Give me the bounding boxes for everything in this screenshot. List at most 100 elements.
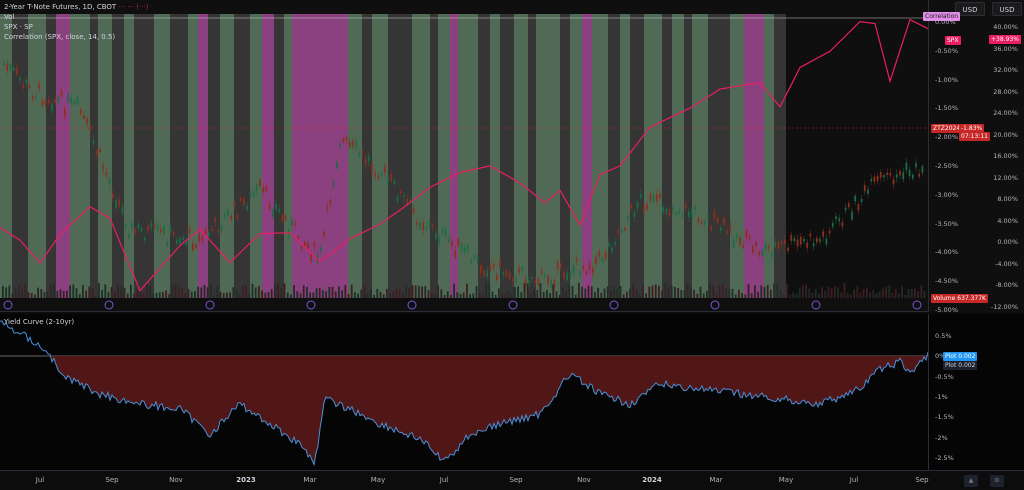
volume-bar (328, 286, 331, 298)
candle-body (518, 267, 521, 273)
candle-body (377, 176, 380, 179)
candle-body (796, 239, 799, 247)
candle-body (35, 95, 37, 99)
candle-body (332, 182, 335, 186)
symbol-title[interactable]: 2-Year T-Note Futures, 1D, CBOT (4, 3, 117, 11)
legend-spx[interactable]: SPX · SP (4, 23, 33, 31)
volume-bar (18, 286, 20, 298)
correlation-band (458, 14, 478, 298)
volume-bar (827, 286, 830, 298)
candle-body (710, 225, 713, 231)
correlation-band (582, 14, 592, 298)
correlation-band (372, 14, 388, 298)
yield-curve-pane[interactable]: Yield Curve (2-10yr) (0, 314, 928, 470)
legend-volume[interactable]: Vol (4, 13, 15, 21)
candle-body (716, 217, 719, 223)
correlation-band (188, 14, 198, 298)
candle-body (227, 210, 229, 216)
volume-bar (805, 284, 807, 298)
candle-body (44, 100, 47, 105)
candle-body (895, 174, 898, 178)
currency-button-left[interactable]: USD (955, 2, 985, 16)
volume-bar (658, 285, 660, 298)
correlation-band (630, 14, 644, 298)
candle-body (905, 162, 908, 171)
candle-body (703, 221, 706, 225)
correlation-band (708, 14, 730, 298)
volume-bar (782, 294, 785, 298)
time-scale[interactable]: Jul Sep Nov 2023 Mar May Jul Sep Nov 2024 Mar May Ju… (0, 470, 1024, 490)
volume-bar (248, 293, 251, 298)
candle-body (854, 195, 857, 202)
settings-icon[interactable]: ⚙ (990, 475, 1004, 487)
volume-bar (203, 285, 206, 298)
plot-tag-1-value: 0.002 (958, 353, 976, 360)
candle-body (153, 224, 156, 229)
correlation-band (198, 14, 208, 298)
left-tick: -0.50% (935, 46, 958, 55)
volume-bar (210, 284, 212, 298)
volume-bar (459, 293, 462, 298)
plot-tag-2-label: Plot (945, 362, 957, 369)
yield-scale[interactable]: 0.5% 0% -0.5% -1% -1.5% -2% -2.5% Plot 0.002 P… (928, 314, 1024, 470)
candle-body (121, 206, 124, 214)
candle-body (675, 212, 677, 216)
volume-bar (754, 285, 756, 298)
correlation-band (70, 14, 90, 298)
candle-body (441, 229, 444, 233)
correlation-band (744, 14, 764, 298)
volume-bar (616, 288, 619, 298)
price-scale[interactable]: USD USD 0.00% -0.50% -1.00% -1.50% -2.00% -2.… (923, 0, 1024, 314)
volume-bar (914, 288, 916, 298)
candle-body (627, 216, 629, 221)
legend-symbol-row[interactable]: 2-Year T-Note Futures, 1D, CBOT ··· ··· … (4, 2, 148, 12)
volume-bar (859, 292, 862, 298)
scroll-left-icon[interactable]: ▲ (964, 475, 978, 487)
currency-button-right[interactable]: USD (992, 2, 1022, 16)
candle-body (89, 125, 92, 131)
volume-bar (187, 288, 190, 298)
candle-body (108, 177, 111, 185)
candle-body (783, 239, 786, 244)
legend-correlation[interactable]: Correlation (SPX, close, 14, 0.5) (4, 33, 116, 41)
candle-body (431, 224, 434, 228)
candle-body (479, 265, 482, 274)
volume-bar (325, 291, 327, 298)
volume-bar (910, 289, 913, 298)
main-chart-canvas[interactable] (0, 0, 928, 312)
volume-bar (56, 290, 59, 298)
volume-bar (552, 284, 555, 298)
volume-bar (402, 293, 404, 298)
volume-bar (562, 287, 564, 298)
volume-bar (344, 285, 347, 298)
candle-body (57, 96, 60, 103)
candle-body (265, 186, 268, 192)
candle-body (403, 194, 405, 197)
correlation-band (592, 14, 608, 298)
yield-curve-title[interactable]: Yield Curve (2-10yr) (4, 318, 75, 326)
correlation-band (412, 14, 430, 298)
candle-body (809, 233, 812, 237)
volume-bar (632, 283, 635, 298)
volume-tag-value: 637.377K (957, 295, 986, 302)
volume-bar (702, 293, 705, 298)
volume-bar (779, 290, 782, 298)
main-chart-pane[interactable]: 2-Year T-Note Futures, 1D, CBOT ··· ··· … (0, 0, 928, 312)
candle-body (531, 277, 533, 280)
time-label: Mar (303, 476, 317, 484)
candle-body (908, 169, 911, 177)
correlation-band (46, 14, 56, 298)
candle-body (419, 222, 421, 229)
left-tick: 0.00% (935, 18, 956, 26)
correlation-band (764, 14, 774, 298)
volume-bar (302, 285, 305, 298)
correlation-band (644, 14, 662, 298)
candle-body (195, 244, 197, 249)
yield-curve-canvas[interactable] (0, 314, 928, 470)
volume-bar (414, 285, 417, 298)
correlation-band (56, 14, 70, 298)
candle-body (582, 266, 585, 269)
volume-bar (101, 290, 103, 298)
candle-body (470, 259, 473, 264)
volume-bar (283, 283, 286, 298)
